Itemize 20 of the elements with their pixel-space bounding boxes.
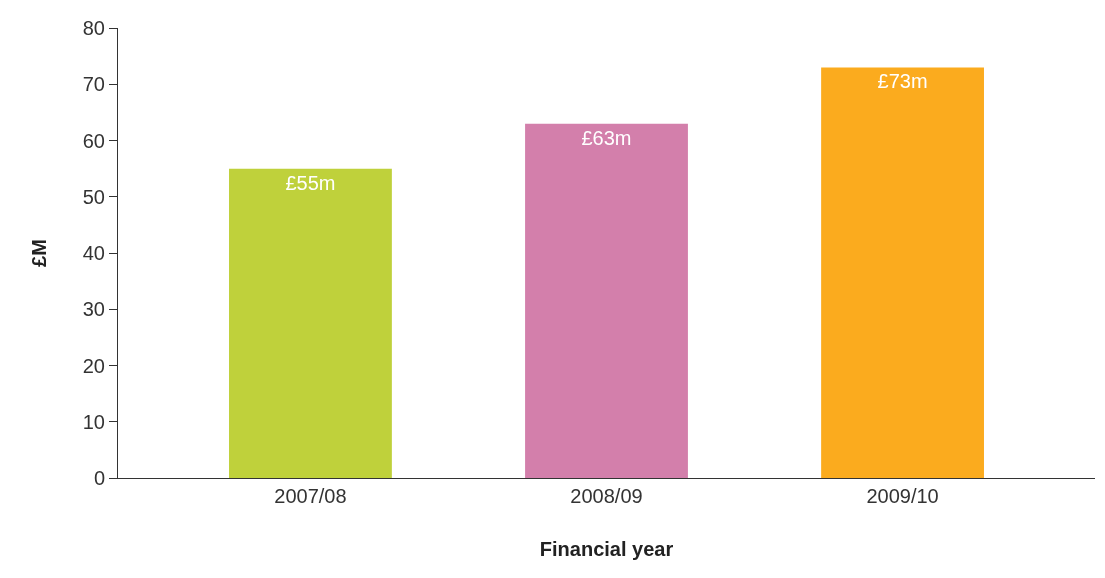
y-axis-title: £M	[28, 239, 51, 267]
y-tick-label: 20	[82, 354, 105, 377]
x-tick-label: 2009/10	[866, 485, 939, 507]
y-tick-label: 60	[82, 129, 105, 152]
y-tick-label: 50	[82, 185, 105, 208]
bar	[229, 168, 392, 478]
y-tick-label: 30	[82, 298, 105, 321]
x-axis-title: Financial year	[539, 537, 674, 560]
data-label: £73m	[877, 70, 928, 93]
x-tick-label: 2007/08	[274, 485, 347, 507]
data-label: £55m	[285, 171, 336, 194]
bar	[821, 67, 984, 478]
data-label: £63m	[581, 126, 632, 149]
y-tick-label: 80	[82, 17, 105, 39]
bar	[525, 123, 688, 478]
y-tick-label: 10	[82, 410, 105, 433]
y-tick-label: 0	[93, 467, 105, 489]
y-tick-label: 70	[82, 73, 105, 96]
x-tick-label: 2008/09	[570, 485, 643, 507]
y-tick-label: 40	[82, 242, 105, 264]
